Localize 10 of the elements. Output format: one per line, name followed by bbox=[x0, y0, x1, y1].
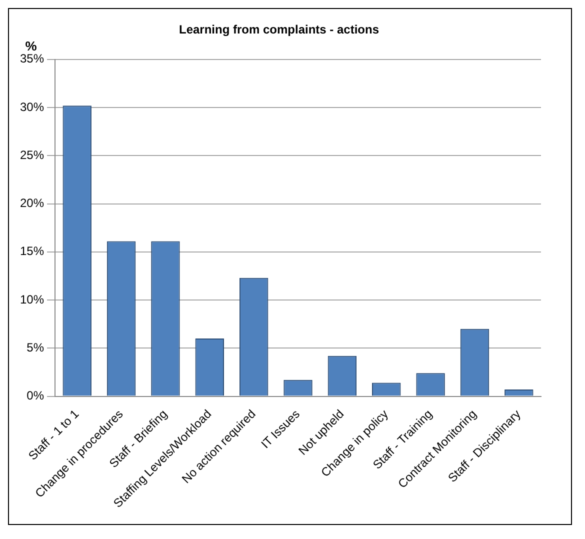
chart-title: Learning from complaints - actions bbox=[178, 22, 380, 37]
y-tick-label: 10% bbox=[20, 292, 44, 306]
y-tick-label: 0% bbox=[26, 388, 44, 403]
y-tick-label: 20% bbox=[20, 196, 44, 210]
y-tick-label: 30% bbox=[20, 100, 44, 114]
y-tick-label: 5% bbox=[26, 340, 44, 354]
y-tick-label: 35% bbox=[20, 52, 44, 66]
y-axis-title: % bbox=[25, 38, 38, 54]
y-tick-label: 25% bbox=[20, 148, 44, 162]
y-tick-label: 15% bbox=[20, 244, 44, 258]
